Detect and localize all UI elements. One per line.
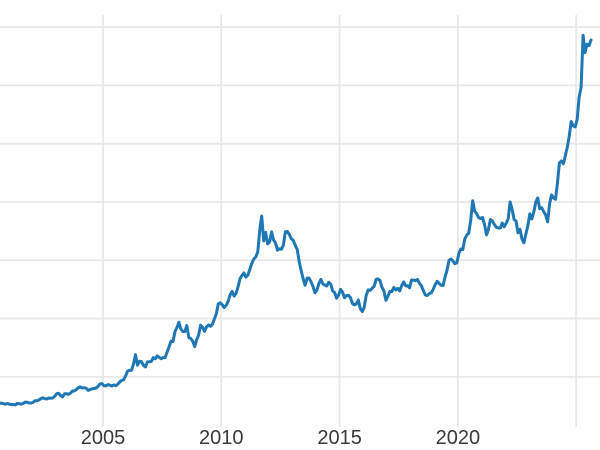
x-tick-label-2005: 2005 [81, 427, 126, 449]
vertical-gridlines-and-ticks [102, 15, 578, 427]
price-line-series [0, 33, 593, 407]
x-tick-label-2015: 2015 [317, 427, 362, 449]
x-axis-tick-labels: 2005 2010 2015 2020 [81, 427, 480, 449]
x-tick-label-2020: 2020 [436, 427, 481, 449]
x-tick-label-2010: 2010 [199, 427, 244, 449]
